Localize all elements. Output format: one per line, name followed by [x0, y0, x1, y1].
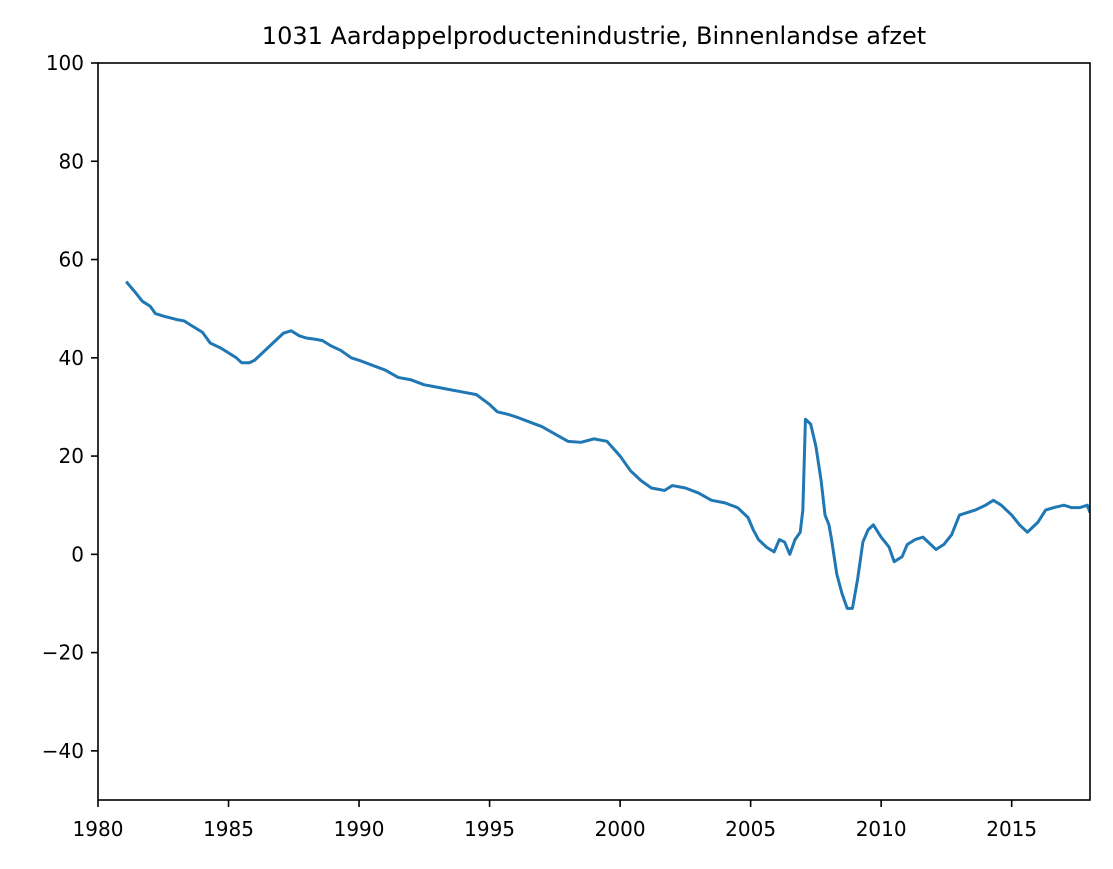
x-tick-label: 2000 [595, 817, 646, 841]
y-tick-label: 100 [46, 51, 84, 75]
x-tick-label: 1995 [464, 817, 515, 841]
y-tick-label: 40 [59, 346, 84, 370]
chart-title: 1031 Aardappelproductenindustrie, Binnen… [262, 22, 926, 50]
x-axis-ticks: 1980 1985 1990 1995 2000 2005 2010 2015 [73, 800, 1037, 841]
series-layer [125, 280, 1090, 610]
y-tick-label: −40 [42, 739, 84, 763]
y-tick-label: 60 [59, 248, 84, 272]
x-tick-label: 1985 [203, 817, 254, 841]
x-tick-label: 2010 [856, 817, 907, 841]
y-tick-label: 80 [59, 149, 84, 173]
series-line-0 [125, 280, 1090, 610]
y-axis-ticks: −40 −20 0 20 40 60 80 100 [42, 51, 98, 763]
x-tick-label: 2015 [986, 817, 1037, 841]
x-tick-label: 1980 [73, 817, 124, 841]
y-tick-label: 20 [59, 444, 84, 468]
plot-area-frame [97, 62, 1091, 801]
y-tick-label: −20 [42, 641, 84, 665]
x-tick-label: 1990 [334, 817, 385, 841]
x-tick-label: 2005 [725, 817, 776, 841]
y-tick-label: 0 [71, 542, 84, 566]
